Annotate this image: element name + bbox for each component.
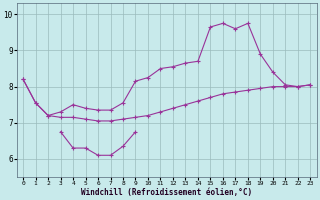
X-axis label: Windchill (Refroidissement éolien,°C): Windchill (Refroidissement éolien,°C): [81, 188, 252, 197]
